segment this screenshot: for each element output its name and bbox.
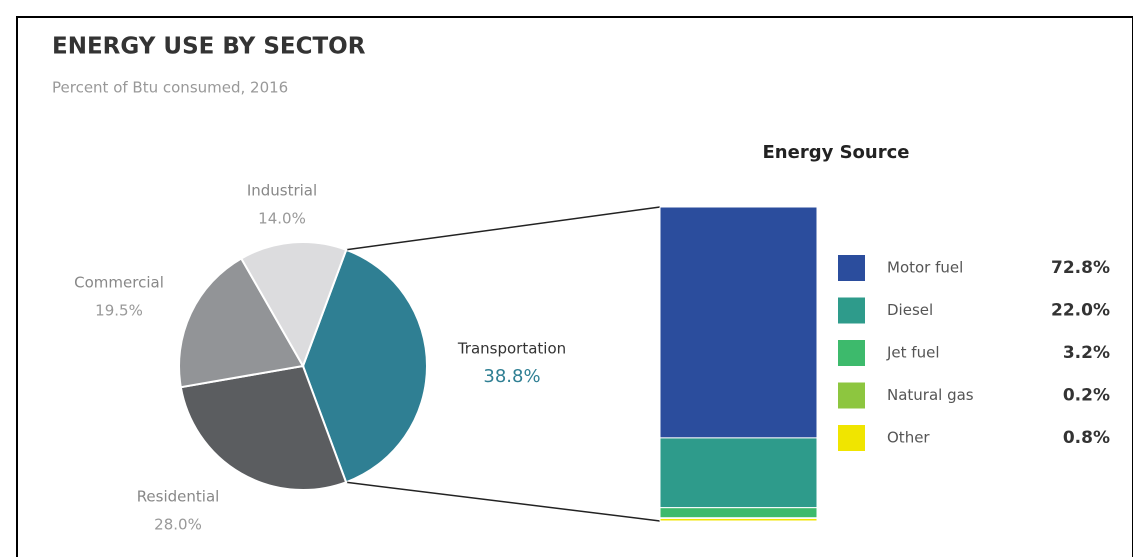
legend-swatch <box>838 255 865 281</box>
connector <box>346 481 661 522</box>
pie-value: 38.8% <box>483 366 540 387</box>
bar-title: Energy Source <box>763 142 910 163</box>
bar-segment <box>659 517 818 522</box>
legend-value: 0.8% <box>1063 428 1110 448</box>
pie-slice <box>239 241 348 369</box>
legend-swatch <box>838 340 865 366</box>
pie-label: Transportation <box>457 340 566 358</box>
legend-swatch <box>838 382 865 409</box>
pie-value: 14.0% <box>258 210 306 228</box>
pie-slice <box>301 248 428 484</box>
legend-label: Jet fuel <box>886 344 940 362</box>
pie-value: 19.5% <box>95 302 143 320</box>
legend-swatch <box>838 297 865 324</box>
legend-label: Motor fuel <box>887 259 963 277</box>
legend-value: 3.2% <box>1063 343 1110 363</box>
legend-value: 0.2% <box>1063 386 1110 406</box>
chart-subtitle: Percent of Btu consumed, 2016 <box>52 79 288 97</box>
pie-slice <box>178 257 305 389</box>
bar-segment <box>659 437 818 509</box>
pie-label: Industrial <box>247 182 317 200</box>
pie-slice <box>179 364 348 491</box>
pie-label: Residential <box>137 488 220 506</box>
legend-value: 72.8% <box>1051 258 1110 278</box>
frame <box>16 16 1133 557</box>
legend-swatch <box>838 425 865 451</box>
legend-label: Other <box>887 429 930 447</box>
chart-title: ENERGY USE BY SECTOR <box>52 34 366 60</box>
connector <box>346 206 661 251</box>
pie-value: 28.0% <box>154 516 202 534</box>
pie-label: Commercial <box>74 274 164 292</box>
bar-segment <box>659 507 818 519</box>
bar-segment <box>659 206 818 439</box>
legend-label: Natural gas <box>887 386 974 404</box>
legend-label: Diesel <box>887 301 933 319</box>
legend-value: 22.0% <box>1051 301 1110 321</box>
